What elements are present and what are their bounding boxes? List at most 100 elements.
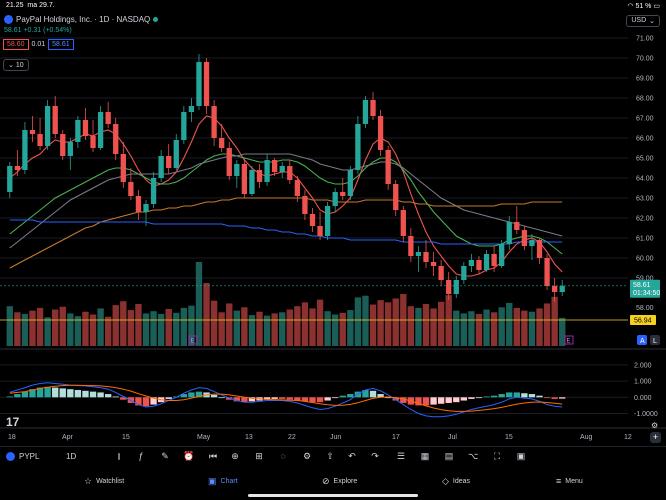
last-price-label: 58.61	[633, 282, 651, 289]
volume-reference-label: 56.94	[634, 318, 652, 325]
candle-body	[287, 166, 293, 180]
candle-body	[128, 182, 134, 196]
nav-explore-label: Explore	[333, 478, 358, 485]
candle-body	[7, 166, 13, 192]
candle-body	[385, 150, 391, 184]
nav-ideas[interactable]: ◇ Ideas	[442, 476, 470, 487]
candle-body	[60, 134, 66, 156]
macd-histogram-bar	[332, 397, 339, 399]
symbol-search[interactable]: PYPL	[6, 452, 39, 461]
candle-body	[249, 170, 255, 194]
macd-histogram-bar	[339, 395, 346, 398]
volume-bar	[543, 303, 551, 346]
draw-icon[interactable]: ✎	[161, 451, 169, 461]
candle-body	[430, 262, 437, 266]
candle-body	[90, 136, 96, 148]
chart-canvas[interactable]: 71.00 70.00 69.00 68.00 67.00 66.00 65.00 64.00…	[0, 0, 666, 446]
volume-bar	[528, 311, 536, 346]
nav-watchlist[interactable]: ☆ Watchlist	[84, 476, 124, 487]
volume-bar	[256, 311, 263, 346]
redo-icon[interactable]: ↷	[371, 451, 379, 461]
earnings-event-marker	[564, 335, 574, 345]
replay-icon[interactable]: ⏮	[208, 451, 218, 461]
currency-selector[interactable]: USD ⌄	[626, 15, 660, 27]
buy-button[interactable]: 58.61	[48, 39, 74, 50]
volume-bar	[362, 295, 369, 346]
volume-bar	[521, 310, 528, 346]
indicators-toggle[interactable]: ⌄ 10	[3, 59, 29, 71]
candle-body	[196, 62, 202, 106]
pine-icon[interactable]: ⌥	[468, 451, 479, 461]
earnings-event-label: E	[567, 339, 571, 345]
macd-signal-line	[9, 384, 563, 412]
volume-reference-badge	[630, 315, 656, 325]
candle-body	[438, 266, 444, 280]
macd-histogram-bar	[513, 392, 520, 398]
price-tick-label: 66.00	[636, 136, 654, 143]
home-indicator	[248, 494, 418, 497]
compass-icon: ⊘	[322, 476, 330, 486]
moving-average-line	[9, 219, 563, 245]
macd-histogram-bar	[112, 396, 119, 398]
candle-body	[499, 244, 505, 266]
macd-histogram-bar	[543, 397, 551, 399]
volume-bar	[165, 308, 172, 346]
candles-icon[interactable]: ⫾	[117, 451, 121, 461]
indicators-icon[interactable]: ƒ	[138, 451, 144, 461]
fullscreen-icon[interactable]: ⛶	[493, 451, 501, 461]
tradingview-logo: 17	[6, 415, 20, 429]
time-tick-label: Jun	[330, 434, 341, 441]
nav-menu[interactable]: ≡ Menu	[556, 476, 583, 486]
macd-histogram-bar	[44, 386, 51, 398]
volume-bar	[384, 302, 392, 346]
layout-icon[interactable]: ⊞	[255, 451, 263, 461]
interval-selector[interactable]: 1D	[66, 452, 77, 461]
sell-button[interactable]: 58.60	[3, 39, 29, 50]
candle-body	[150, 178, 157, 204]
time-tick-label: 18	[8, 434, 16, 441]
candle-body	[362, 100, 369, 124]
macd-histogram-bar	[498, 394, 505, 398]
candle-body	[226, 148, 232, 176]
paypal-logo-icon	[4, 15, 13, 24]
time-tick-label: Apr	[62, 434, 74, 441]
nav-chart[interactable]: ▣ Chart	[208, 476, 238, 487]
bottom-nav: ☆ Watchlist ▣ Chart ⊘ Explore ◇ Ideas ≡ Menu	[0, 468, 666, 494]
volume-bar	[339, 312, 346, 346]
macd-tick-label: -1.0000	[634, 411, 658, 418]
candle-body	[400, 210, 406, 236]
status-time: 21.25	[6, 2, 24, 9]
volume-bar	[127, 310, 135, 346]
macd-histogram-bar	[74, 390, 82, 398]
candle-body	[219, 138, 225, 148]
undo-icon[interactable]: ↶	[348, 451, 356, 461]
ideas-icon[interactable]: ◌	[280, 451, 286, 461]
chart-header: PayPal Holdings, Inc. · 1D · NASDAQ 58.6…	[0, 12, 666, 71]
symbol-legend[interactable]: PayPal Holdings, Inc. · 1D · NASDAQ	[4, 15, 159, 24]
candle-body	[75, 120, 81, 142]
macd-histogram-bar	[52, 387, 59, 398]
countdown-label: 01:34:50	[633, 290, 660, 297]
news-icon[interactable]: ▤	[444, 451, 454, 461]
gear-icon[interactable]: ⚙	[651, 421, 659, 430]
macd-histogram-bar	[377, 394, 384, 398]
settings-icon[interactable]: ⚙	[302, 451, 312, 461]
alert-icon[interactable]: ⏰	[183, 451, 195, 461]
moving-average-line	[9, 153, 563, 249]
calendar-icon[interactable]: ▦	[420, 451, 430, 461]
macd-histogram-bar	[286, 397, 293, 400]
watchlist-icon[interactable]: ☰	[396, 451, 406, 461]
candle-body	[461, 266, 467, 280]
time-tick-label: 12	[624, 434, 632, 441]
publish-icon[interactable]: ⇧	[326, 451, 334, 461]
add-icon[interactable]: +	[650, 432, 661, 443]
candle-body	[476, 260, 482, 270]
volume-bar	[422, 304, 430, 346]
candle-body	[468, 260, 475, 266]
calendar-icon[interactable]: ▣	[516, 451, 526, 461]
compare-icon[interactable]: ⊕	[231, 451, 239, 461]
macd-histogram-bar	[400, 397, 407, 403]
nav-explore[interactable]: ⊘ Explore	[322, 476, 357, 487]
macd-histogram-bar	[36, 387, 44, 398]
macd-histogram-bar	[104, 394, 112, 398]
